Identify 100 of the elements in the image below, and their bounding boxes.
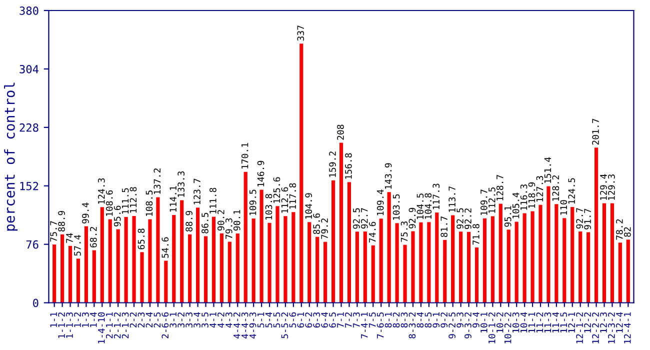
x-tick-label: 8-2 — [392, 312, 400, 328]
bar — [578, 231, 582, 303]
bar — [339, 142, 344, 303]
data-label: 146.9 — [257, 160, 264, 186]
x-tick-label: 4-9-3 — [249, 312, 256, 339]
x-tick-label: 3-4 — [194, 312, 200, 328]
bar — [331, 180, 336, 303]
data-label: 71.8 — [472, 224, 480, 245]
x-tick-label: 2-2 — [130, 312, 137, 328]
bar — [554, 204, 558, 303]
data-label: 75.3 — [400, 221, 408, 242]
x-tick-label: 12-2-2 — [592, 312, 599, 344]
bar — [276, 206, 280, 303]
data-label: 128.7 — [496, 174, 504, 200]
x-tick-label: 5-5-2 — [281, 312, 288, 338]
x-tick-label: 1-4 — [90, 312, 97, 327]
bar — [594, 148, 598, 303]
bar — [140, 252, 144, 303]
data-label: 90.2 — [218, 210, 224, 231]
x-tick-label: 4-2 — [218, 312, 224, 328]
data-label: 81.7 — [440, 216, 448, 238]
bar — [116, 229, 120, 303]
bar — [562, 218, 566, 303]
data-label: 90.1 — [233, 210, 240, 231]
bar — [292, 212, 296, 303]
x-tick-label: 1-4-10 — [98, 312, 105, 344]
data-label: 127.3 — [536, 176, 544, 202]
x-tick-label: 2-1-2 — [114, 312, 121, 338]
bar — [411, 231, 415, 303]
bar — [419, 222, 423, 303]
data-label: 113.7 — [448, 186, 456, 212]
data-label: 92.5 — [456, 208, 464, 229]
x-tick-label: 12-3 — [600, 312, 607, 332]
bar — [347, 182, 352, 303]
data-label: 105.4 — [512, 192, 520, 218]
bar — [148, 219, 152, 303]
data-label: 78.2 — [616, 219, 623, 240]
data-label: 125.6 — [273, 177, 280, 203]
x-tick-label: 5-6 — [289, 312, 296, 328]
data-label: 208 — [337, 124, 344, 140]
x-tick-label: 10-3 — [512, 312, 520, 332]
x-tick-label: 9-3 — [456, 312, 464, 328]
x-tick-label: 7-3 — [353, 312, 360, 328]
x-tick-label: 3-3 — [186, 312, 192, 328]
x-tick-label: 5-5 — [273, 312, 280, 328]
bar — [514, 222, 518, 303]
data-label: 109.5 — [249, 190, 256, 216]
x-tick-label: 10-1 — [480, 312, 488, 332]
bar — [363, 231, 367, 303]
bar — [586, 232, 590, 303]
bar — [498, 204, 502, 303]
x-tick-label: 10-4 — [520, 312, 528, 332]
data-label: 201.7 — [592, 118, 599, 145]
x-tick-label: 4-4-3 — [241, 312, 248, 339]
bar — [236, 233, 240, 303]
data-label: 159.2 — [329, 152, 336, 177]
x-tick-label: 6-3 — [313, 312, 320, 328]
x-tick-label: 1-3 — [82, 312, 89, 327]
x-tick-label: 12-4-1 — [624, 312, 631, 344]
bar — [260, 190, 264, 303]
x-tick-label: 8-3-2 — [408, 312, 416, 338]
x-tick-label: 7-6-5 — [376, 312, 384, 338]
x-tick-label: 4-4-2 — [233, 312, 240, 339]
x-tick-label: 9-2 — [440, 312, 448, 328]
data-label: 86.5 — [202, 212, 208, 234]
x-tick-label: 8-3 — [400, 312, 408, 328]
data-label: 124.5 — [568, 178, 576, 204]
bar — [451, 215, 455, 303]
x-tick-label: 7-2 — [345, 312, 352, 328]
y-tick-label: 304 — [20, 64, 38, 74]
x-tick-label: 9-1 — [432, 312, 440, 328]
bar — [212, 216, 216, 303]
bar — [244, 172, 248, 303]
x-tick-label: 6-4 — [321, 312, 328, 328]
y-tick-label: 76 — [26, 240, 38, 249]
bar — [387, 192, 391, 303]
data-label: 104.8 — [424, 193, 432, 219]
bar — [100, 207, 104, 303]
y-tick-label: 380 — [20, 6, 38, 15]
x-tick-label: 2-4 — [146, 312, 152, 328]
bar — [522, 213, 526, 303]
x-tick-label: 8-1 — [384, 312, 392, 328]
bar — [474, 248, 479, 303]
x-tick-label: 11-5 — [560, 312, 568, 332]
x-tick-label: 3-5 — [202, 312, 208, 328]
data-label: 79.3 — [225, 218, 232, 239]
x-tick-label: 2-1-3 — [122, 312, 129, 338]
bar — [602, 203, 606, 303]
data-label: 143.9 — [384, 163, 392, 189]
x-tick-label: 4-1 — [210, 312, 216, 328]
data-label: 137.2 — [154, 168, 161, 194]
data-label: 112.8 — [130, 187, 137, 213]
data-label: 104.9 — [305, 193, 312, 219]
bar — [610, 203, 614, 303]
bar — [530, 211, 534, 303]
data-label: 85.6 — [313, 213, 320, 234]
data-label: 68.2 — [90, 227, 97, 248]
bar — [403, 244, 407, 303]
data-label: 128.2 — [552, 175, 560, 201]
bar — [435, 212, 439, 303]
